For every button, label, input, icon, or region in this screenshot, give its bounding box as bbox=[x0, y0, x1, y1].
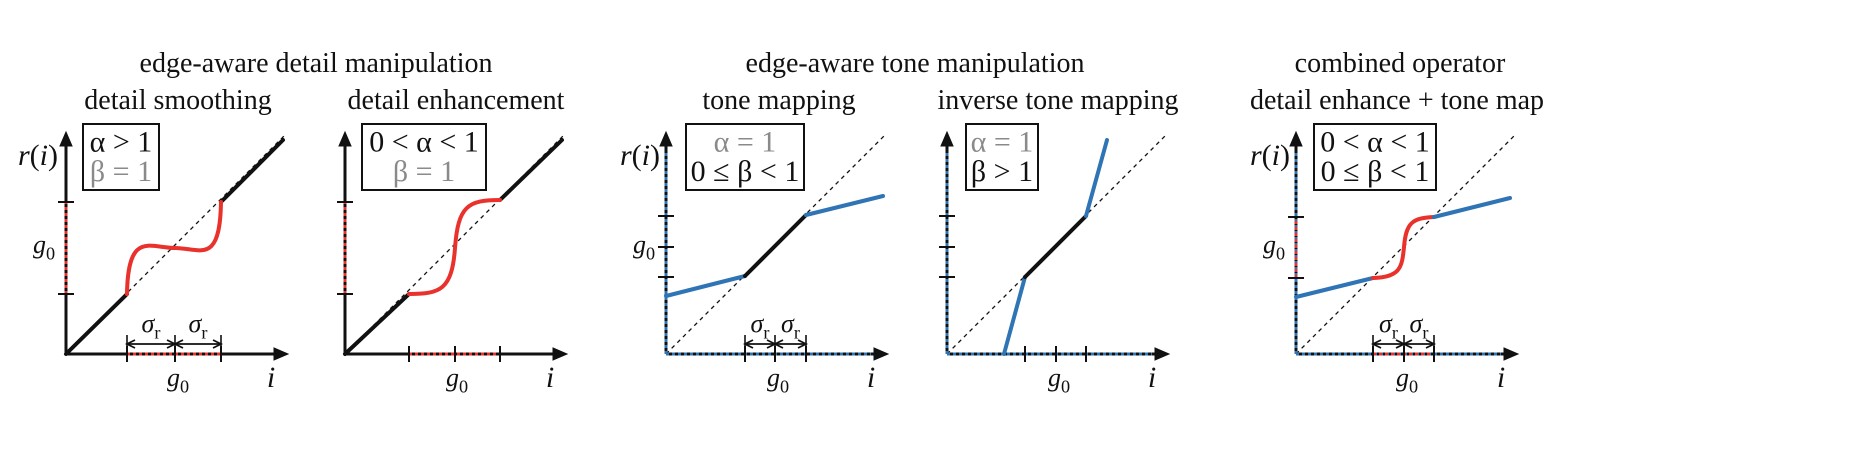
panel-inverse-tone-mapping: i g0 α = 1β > 1 bbox=[939, 123, 1171, 397]
sigma-label: σr bbox=[189, 309, 208, 343]
panel-tone-mapping: i σr σr g0 g0 r(i) α = 10 ≤ β < 1 bbox=[620, 123, 890, 397]
curve-linear-mid bbox=[743, 213, 808, 278]
x-axis-arrow bbox=[1154, 347, 1171, 361]
panel-detail-enhancement: i g0 0 < α < 1β = 1 bbox=[337, 123, 569, 397]
curve-smoothed bbox=[125, 200, 223, 296]
param-box: α = 1β > 1 bbox=[965, 123, 1039, 191]
param-line: β = 1 bbox=[393, 155, 455, 188]
curve-linear-high bbox=[498, 138, 564, 202]
g0-y-label: g0 bbox=[33, 230, 55, 264]
g0-x-label: g0 bbox=[446, 363, 468, 397]
y-axis-arrow bbox=[940, 130, 954, 147]
curve-linear-low bbox=[64, 292, 129, 356]
param-box: 0 < α < 10 ≤ β < 1 bbox=[1313, 123, 1437, 191]
y-axis-arrow bbox=[338, 130, 352, 147]
param-line: α > 1 bbox=[90, 126, 153, 159]
param-line: 0 ≤ β < 1 bbox=[691, 155, 800, 188]
param-line: 0 < α < 1 bbox=[1320, 126, 1430, 159]
x-axis-label: i bbox=[1148, 361, 1156, 394]
curve-compressed-high bbox=[1432, 196, 1512, 219]
param-box: 0 < α < 1β = 1 bbox=[361, 123, 487, 191]
y-axis-arrow bbox=[659, 130, 673, 147]
x-axis-label: i bbox=[867, 361, 875, 394]
x-axis-label: i bbox=[1497, 361, 1505, 394]
sigma-label: σr bbox=[1410, 309, 1429, 343]
curve-enhanced bbox=[407, 198, 502, 296]
curve-compressed-low bbox=[664, 274, 747, 298]
param-line: α = 1 bbox=[971, 126, 1034, 159]
g0-x-label: g0 bbox=[1048, 363, 1070, 397]
g0-y-label: g0 bbox=[633, 230, 655, 264]
group-title-detail: edge-aware detail manipulation bbox=[139, 48, 493, 79]
curve-compressed-high bbox=[804, 194, 885, 217]
g0-x-label: g0 bbox=[167, 363, 189, 397]
param-box-frame bbox=[685, 123, 805, 191]
param-line: β > 1 bbox=[971, 155, 1033, 188]
curve-linear-high bbox=[219, 138, 285, 204]
sigma-label: σr bbox=[142, 309, 161, 343]
curve-linear-low bbox=[343, 292, 411, 356]
panel-title-combined: detail enhance + tone map bbox=[1249, 85, 1545, 116]
curve-expanded-high bbox=[1084, 138, 1109, 218]
x-axis-label: i bbox=[267, 361, 275, 394]
param-box-frame bbox=[361, 123, 487, 191]
x-axis-arrow bbox=[873, 347, 890, 361]
panel-title-tone-mapping: tone mapping bbox=[702, 85, 856, 116]
x-axis-label: i bbox=[546, 361, 554, 394]
curve-enhanced-mid bbox=[1371, 215, 1436, 280]
sigma-label: σr bbox=[781, 309, 800, 343]
y-axis-label: r(i) bbox=[18, 139, 58, 172]
g0-x-label: g0 bbox=[767, 363, 789, 397]
curve-expanded-low bbox=[1002, 275, 1027, 356]
y-axis-label: r(i) bbox=[620, 139, 660, 172]
param-box-frame bbox=[1313, 123, 1437, 191]
param-box: α = 10 ≤ β < 1 bbox=[685, 123, 805, 191]
x-axis-arrow bbox=[552, 347, 569, 361]
panel-title-detail-enhancement: detail enhancement bbox=[347, 85, 565, 116]
curve-compressed-low bbox=[1294, 276, 1375, 299]
param-box-frame bbox=[965, 123, 1039, 191]
sigma-label: σr bbox=[751, 309, 770, 343]
panel-combined: i σr σr g0 g0 r(i) 0 < α < 10 ≤ β < 1 bbox=[1250, 123, 1520, 397]
curve-linear-mid bbox=[1023, 214, 1088, 279]
x-axis-arrow bbox=[273, 347, 290, 361]
param-line: 0 < α < 1 bbox=[369, 126, 479, 159]
param-line: α = 1 bbox=[714, 126, 777, 159]
panel-title-detail-smoothing: detail smoothing bbox=[84, 85, 272, 116]
param-line: β = 1 bbox=[90, 155, 152, 188]
y-axis-label: r(i) bbox=[1250, 139, 1290, 172]
sigma-label: σr bbox=[1379, 309, 1398, 343]
panel-title-inverse-tone-mapping: inverse tone mapping bbox=[937, 85, 1179, 116]
group-title-tone: edge-aware tone manipulation bbox=[745, 48, 1085, 79]
g0-y-label: g0 bbox=[1263, 230, 1285, 264]
x-axis-arrow bbox=[1503, 347, 1520, 361]
g0-x-label: g0 bbox=[1396, 363, 1418, 397]
group-title-combined: combined operator bbox=[1294, 48, 1506, 79]
param-box-frame bbox=[82, 123, 160, 191]
y-axis-arrow bbox=[1289, 130, 1303, 147]
param-box: α > 1β = 1 bbox=[82, 123, 160, 191]
y-axis-arrow bbox=[59, 130, 73, 147]
param-line: 0 ≤ β < 1 bbox=[1321, 155, 1430, 188]
